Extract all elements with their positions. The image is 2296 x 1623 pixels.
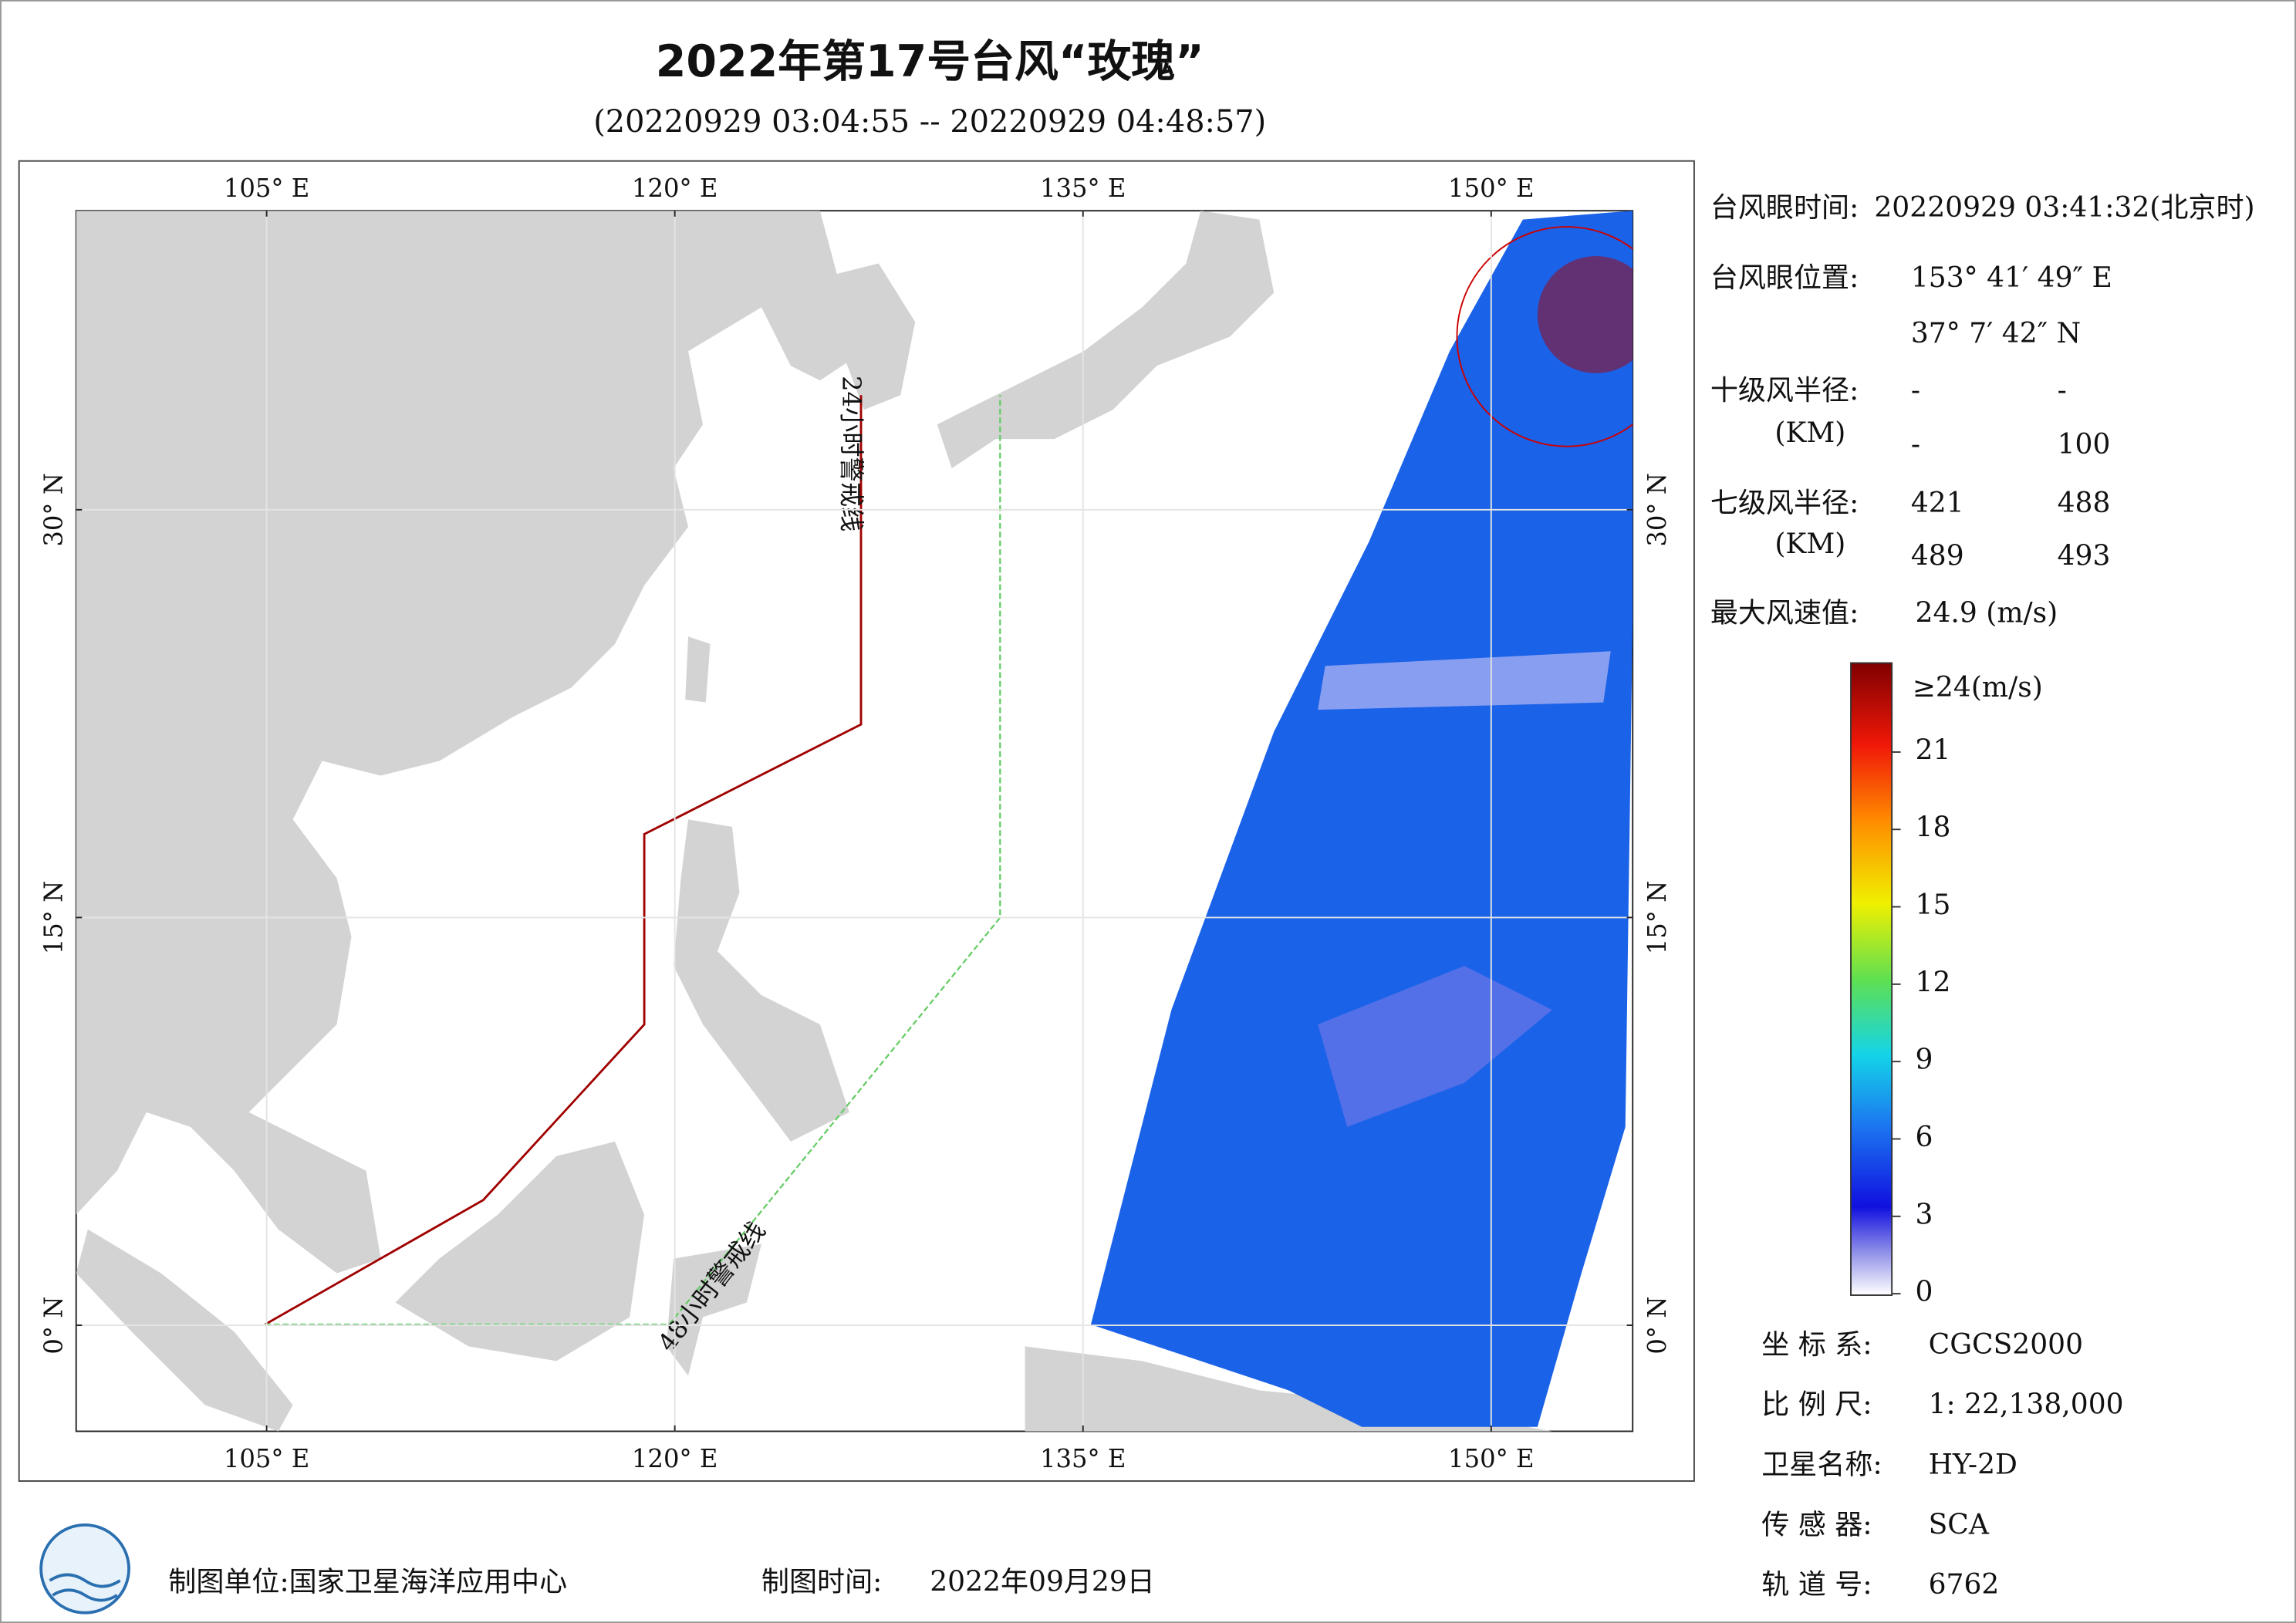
x-tick-label: 135° E (1040, 1444, 1126, 1473)
value: 493 (2058, 539, 2111, 572)
logo-waves (49, 1573, 121, 1602)
axes: 105° E 105° E 120° E 120° E 135° E 135° E 150°… (39, 174, 1672, 1473)
land-philippines (674, 819, 849, 1142)
y-tick-label: 30° N (39, 473, 69, 547)
label: 十级风半径: (1710, 374, 1859, 407)
colorbar-label: 3 (1916, 1198, 1933, 1230)
y-tick-label: 15° N (1643, 881, 1672, 955)
colorbar-label: 9 (1916, 1044, 1933, 1076)
colorbar (1850, 662, 1893, 1296)
title: 2022年第17号台风“玫瑰” (656, 36, 1204, 87)
land-sulawesi (666, 1243, 761, 1376)
footer-time: 2022年09月29日 (930, 1565, 1155, 1598)
land-japan (937, 211, 1275, 469)
meta-panel: 坐 标 系: CGCS2000 比 例 尺: 1: 22,138,000 卫星名称: HY… (1761, 1328, 2123, 1601)
footer-unit: 制图单位:国家卫星海洋应用中心 (168, 1565, 567, 1598)
label: 七级风半径: (1710, 487, 1859, 519)
meta-label: 卫星名称: (1761, 1449, 1882, 1481)
y-tick-label: 0° N (1643, 1296, 1672, 1354)
label: (KM) (1774, 528, 1845, 560)
warning-line-24h (264, 395, 863, 1326)
meta-value: 6762 (1929, 1568, 2000, 1601)
meta-value: HY-2D (1929, 1449, 2017, 1481)
map-layer: 24小时警戒线 48小时警戒线 (76, 211, 1633, 1432)
grid (76, 211, 1633, 1432)
value: - (2058, 374, 2067, 407)
land-taiwan (685, 636, 711, 703)
x-tick-label: 150° E (1448, 1444, 1535, 1473)
land-asia (76, 211, 864, 1274)
meta-label: 轨 道 号: (1761, 1568, 1872, 1601)
land-sumatra (76, 1229, 293, 1432)
value: 100 (2058, 428, 2111, 461)
meta-value: SCA (1929, 1508, 1990, 1540)
meta-label: 坐 标 系: (1761, 1328, 1872, 1361)
colorbar-label: ≥24(m/s) (1913, 671, 2043, 704)
value: 488 (2058, 487, 2111, 519)
wind-swath (1090, 211, 1633, 1427)
logo (39, 1523, 130, 1615)
typhoon-core (1537, 256, 1633, 373)
value: 153° 41′ 49″ E (1911, 262, 2112, 294)
colorbar-label: 0 (1916, 1276, 1933, 1308)
colorbar-ticks: 0 3 6 9 12 15 18 21 ≥24(m/s) (1892, 671, 2043, 1308)
label: 台风眼时间: (1710, 191, 1859, 224)
info-panel: 台风眼时间: 20220929 03:41:32(北京时) 台风眼位置: 153… (1710, 191, 2255, 629)
x-tick-label: 120° E (632, 174, 718, 203)
warning-label: 24小时警戒线 (836, 376, 866, 531)
x-tick-label: 120° E (632, 1444, 718, 1473)
value: 489 (1911, 539, 1964, 572)
x-tick-label: 105° E (224, 174, 310, 203)
land-borneo (395, 1141, 645, 1361)
colorbar-label: 6 (1916, 1121, 1933, 1153)
warning-line-48h (265, 395, 1001, 1326)
label: (KM) (1774, 417, 1845, 449)
value: 421 (1911, 487, 1964, 519)
meta-value: CGCS2000 (1929, 1328, 2083, 1361)
swath-low-band (1318, 651, 1611, 710)
swath-low-area (1318, 966, 1552, 1127)
colorbar-label: 18 (1916, 812, 1951, 844)
meta-value: 1: 22,138,000 (1929, 1388, 2124, 1421)
frame (18, 160, 1695, 1482)
y-tick-label: 30° N (1643, 473, 1672, 547)
value: - (1911, 428, 1920, 461)
label: 台风眼位置: (1710, 262, 1859, 294)
x-tick-label: 105° E (224, 1444, 310, 1473)
y-tick-label: 0° N (39, 1296, 69, 1354)
value: - (1911, 374, 1920, 407)
footer: 制图单位:国家卫星海洋应用中心 制图时间: 2022年09月29日 (39, 1523, 1155, 1615)
value: 20220929 03:41:32(北京时) (1874, 191, 2254, 224)
meta-label: 比 例 尺: (1761, 1388, 1872, 1421)
subtitle: (20220929 03:04:55 -- 20220929 04:48:57) (593, 104, 1266, 140)
footer-time-label: 制图时间: (761, 1565, 882, 1598)
x-tick-label: 135° E (1040, 174, 1126, 203)
y-tick-label: 15° N (39, 881, 69, 955)
colorbar-label: 12 (1916, 966, 1951, 998)
colorbar-label: 15 (1916, 889, 1951, 921)
land-korea (819, 263, 916, 410)
label: 最大风速值: (1710, 596, 1859, 629)
value: 24.9 (m/s) (1916, 596, 2058, 629)
x-tick-label: 150° E (1448, 174, 1535, 203)
meta-label: 传 感 器: (1761, 1508, 1872, 1540)
value: 37° 7′ 42″ N (1911, 317, 2081, 349)
colorbar-label: 21 (1916, 734, 1951, 766)
wind-radius (1456, 226, 1633, 447)
